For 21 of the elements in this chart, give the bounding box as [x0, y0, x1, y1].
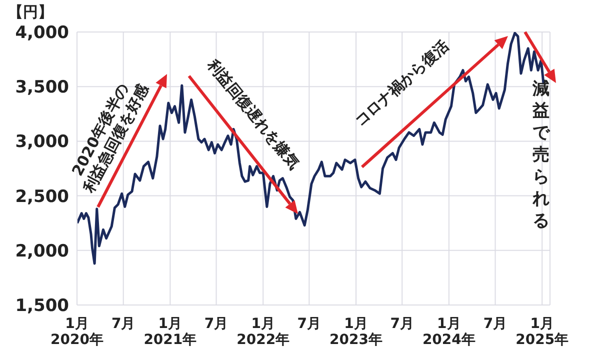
x-tick-label: 7月 [204, 316, 228, 332]
x-tick-label: 1月 2022年 [236, 316, 290, 348]
y-axis-title: 【円】 [8, 3, 53, 21]
x-tick-label: 1月 2021年 [144, 316, 197, 348]
x-tick-label: 7月 [483, 316, 508, 332]
annotation: 減益で売られる [532, 79, 550, 231]
x-tick-label: 1月 2024年 [422, 316, 476, 348]
x-tick-label: 1月 2020年 [50, 316, 104, 348]
annotation: 利益回復遅れを嫌気 [204, 55, 304, 172]
y-tick-label: 2,500 [15, 186, 70, 207]
y-tick-label: 2,000 [15, 241, 70, 262]
x-tick-label: 1月 2023年 [330, 316, 382, 348]
x-tick-label: 7月 [111, 316, 136, 332]
y-tick-label: 3,500 [15, 78, 70, 98]
y-tick-label: 1,500 [15, 296, 70, 316]
x-tick-label: 7月 [390, 316, 414, 332]
annotation: コロナ禍から復活 [351, 36, 452, 130]
x-tick-label: 1月 2025年 [516, 316, 569, 348]
x-tick-label: 7月 [297, 316, 322, 332]
y-tick-label: 3,000 [15, 132, 70, 152]
y-tick-label: 4,000 [15, 23, 70, 44]
